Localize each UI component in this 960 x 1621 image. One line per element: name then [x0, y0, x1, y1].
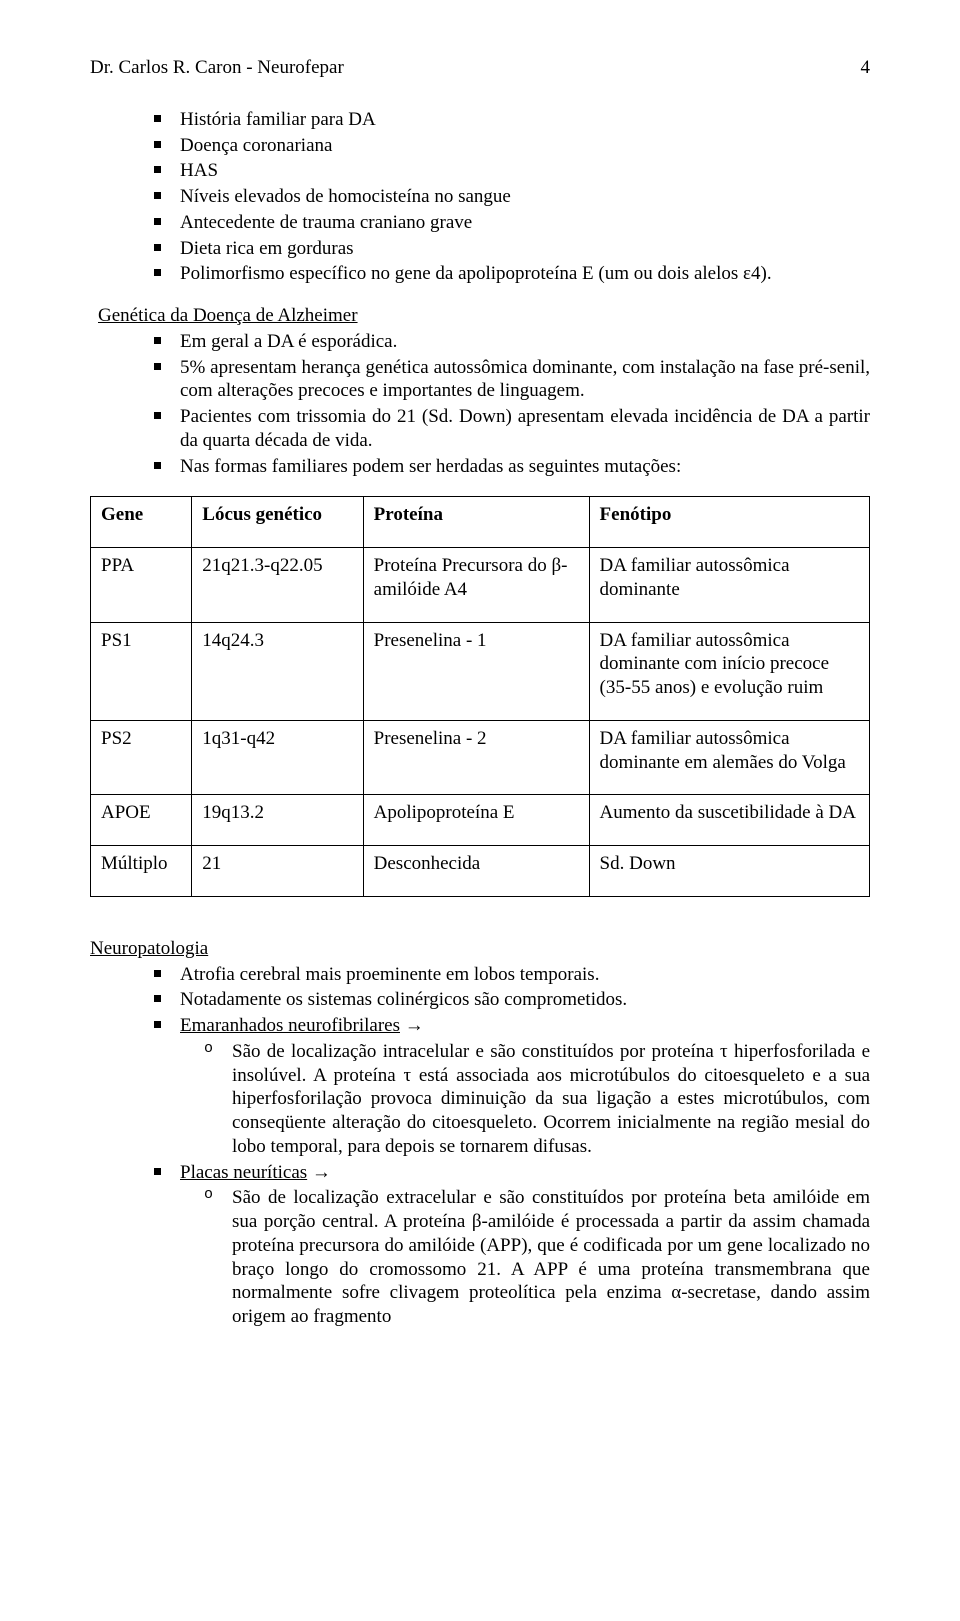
list-item: Doença coronariana	[180, 134, 870, 158]
arrow: →	[400, 1015, 424, 1036]
cell-gene: PS1	[91, 622, 192, 720]
plaques-label: Placas neuríticas	[180, 1162, 307, 1183]
cell-protein: Presenelina - 1	[363, 622, 589, 720]
cell-locus: 21q21.3-q22.05	[192, 548, 363, 623]
th-gene: Gene	[91, 497, 192, 548]
nft-label: Emaranhados neurofibrilares	[180, 1015, 400, 1036]
sub-item: São de localização intracelular e são co…	[232, 1040, 870, 1159]
plaques-sublist: São de localização extracelular e são co…	[180, 1186, 870, 1329]
list-item: Atrofia cerebral mais proeminente em lob…	[180, 963, 870, 987]
header-author: Dr. Carlos R. Caron - Neurofepar	[90, 56, 344, 80]
cell-phenotype: DA familiar autossômica dominante em ale…	[589, 720, 869, 795]
table-row: Múltiplo 21 Desconhecida Sd. Down	[91, 846, 870, 897]
cell-locus: 1q31-q42	[192, 720, 363, 795]
th-phenotype: Fenótipo	[589, 497, 869, 548]
list-item: Polimorfismo específico no gene da apoli…	[180, 262, 870, 286]
genes-table: Gene Lócus genético Proteína Fenótipo PP…	[90, 496, 870, 897]
risk-factors-list: História familiar para DA Doença coronar…	[90, 108, 870, 286]
list-item: Nas formas familiares podem ser herdadas…	[180, 455, 870, 479]
arrow: →	[307, 1162, 331, 1183]
cell-gene: APOE	[91, 795, 192, 846]
page-number: 4	[861, 56, 871, 80]
list-item: Dieta rica em gorduras	[180, 237, 870, 261]
cell-protein: Desconhecida	[363, 846, 589, 897]
table-row: PS2 1q31-q42 Presenelina - 2 DA familiar…	[91, 720, 870, 795]
list-item: Emaranhados neurofibrilares → São de loc…	[180, 1014, 870, 1159]
genetics-title: Genética da Doença de Alzheimer	[98, 304, 870, 328]
list-item: Em geral a DA é esporádica.	[180, 330, 870, 354]
list-item: Antecedente de trauma craniano grave	[180, 211, 870, 235]
table-row: PPA 21q21.3-q22.05 Proteína Precursora d…	[91, 548, 870, 623]
list-item: Níveis elevados de homocisteína no sangu…	[180, 185, 870, 209]
list-item: 5% apresentam herança genética autossômi…	[180, 356, 870, 404]
neuropathology-title: Neuropatologia	[90, 937, 870, 961]
cell-phenotype: Sd. Down	[589, 846, 869, 897]
page-header: Dr. Carlos R. Caron - Neurofepar 4	[90, 56, 870, 80]
cell-protein: Proteína Precursora do β-amilóide A4	[363, 548, 589, 623]
list-item: História familiar para DA	[180, 108, 870, 132]
cell-gene: Múltiplo	[91, 846, 192, 897]
list-item: Placas neuríticas → São de localização e…	[180, 1161, 870, 1329]
list-item: HAS	[180, 159, 870, 183]
th-locus: Lócus genético	[192, 497, 363, 548]
table-row: PS1 14q24.3 Presenelina - 1 DA familiar …	[91, 622, 870, 720]
cell-gene: PPA	[91, 548, 192, 623]
cell-protein: Apolipoproteína E	[363, 795, 589, 846]
nft-sublist: São de localização intracelular e são co…	[180, 1040, 870, 1159]
table-row: APOE 19q13.2 Apolipoproteína E Aumento d…	[91, 795, 870, 846]
cell-locus: 14q24.3	[192, 622, 363, 720]
cell-locus: 19q13.2	[192, 795, 363, 846]
cell-locus: 21	[192, 846, 363, 897]
cell-phenotype: Aumento da suscetibilidade à DA	[589, 795, 869, 846]
sub-item: São de localização extracelular e são co…	[232, 1186, 870, 1329]
cell-protein: Presenelina - 2	[363, 720, 589, 795]
cell-phenotype: DA familiar autossômica dominante com in…	[589, 622, 869, 720]
th-protein: Proteína	[363, 497, 589, 548]
table-header-row: Gene Lócus genético Proteína Fenótipo	[91, 497, 870, 548]
cell-gene: PS2	[91, 720, 192, 795]
cell-phenotype: DA familiar autossômica dominante	[589, 548, 869, 623]
list-item: Notadamente os sistemas colinérgicos são…	[180, 988, 870, 1012]
list-item: Pacientes com trissomia do 21 (Sd. Down)…	[180, 405, 870, 453]
genetics-list: Em geral a DA é esporádica. 5% apresenta…	[90, 330, 870, 479]
neuropathology-list: Atrofia cerebral mais proeminente em lob…	[90, 963, 870, 1329]
